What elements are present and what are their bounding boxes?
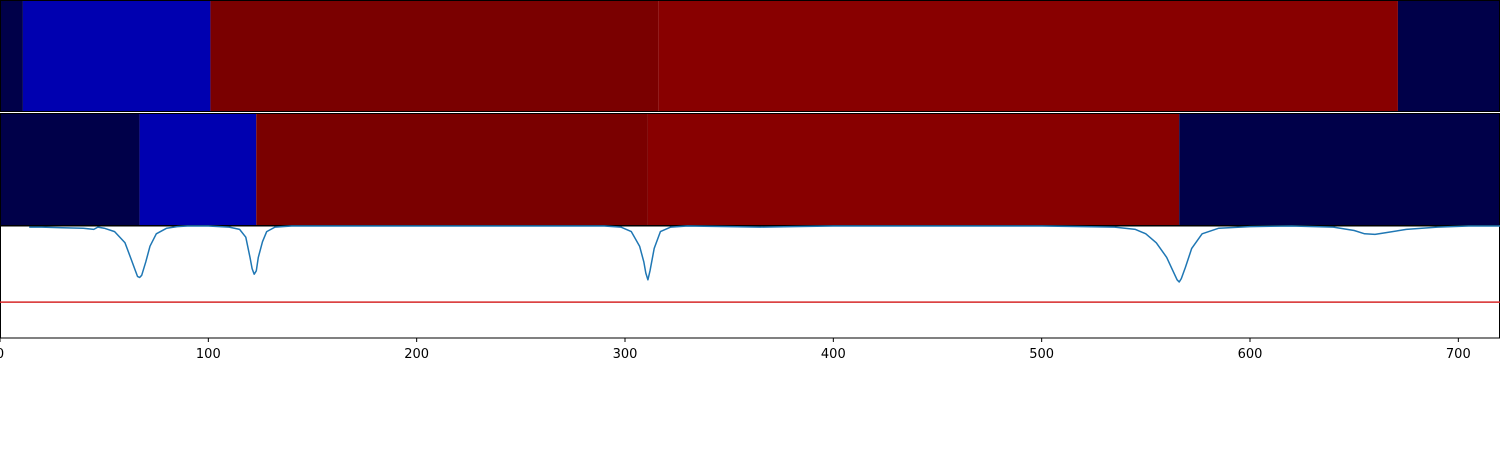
x-tick-label: 700	[1446, 347, 1471, 362]
x-tick-label: 400	[821, 347, 846, 362]
heatmap-band-2	[0, 113, 1500, 226]
band-1-segment-3	[658, 0, 1398, 112]
x-tick-label: 100	[196, 347, 221, 362]
band-1-segment-1	[22, 0, 211, 112]
plot-frame	[0, 225, 1500, 339]
x-tick-label: 500	[1029, 347, 1054, 362]
band-2-segment-0	[0, 113, 140, 226]
x-tick-label: 0	[0, 347, 4, 362]
band-1-segment-2	[210, 0, 659, 112]
band-2-segment-1	[139, 113, 257, 226]
band-2-segment-2	[256, 113, 648, 226]
heatmap-band-1	[0, 0, 1500, 112]
band-2-segment-4	[1179, 113, 1500, 226]
x-tick-label: 200	[404, 347, 429, 362]
x-axis: 0 100 200 300 400 500 600 700	[0, 338, 1471, 362]
series-line	[29, 225, 1500, 283]
line-plot-area	[0, 225, 1500, 339]
band-1-segment-4	[1397, 0, 1500, 112]
band-1-segment-0	[0, 0, 23, 112]
x-tick-label: 600	[1238, 347, 1263, 362]
band-2-segment-3	[647, 113, 1180, 226]
x-tick-label: 300	[613, 347, 638, 362]
